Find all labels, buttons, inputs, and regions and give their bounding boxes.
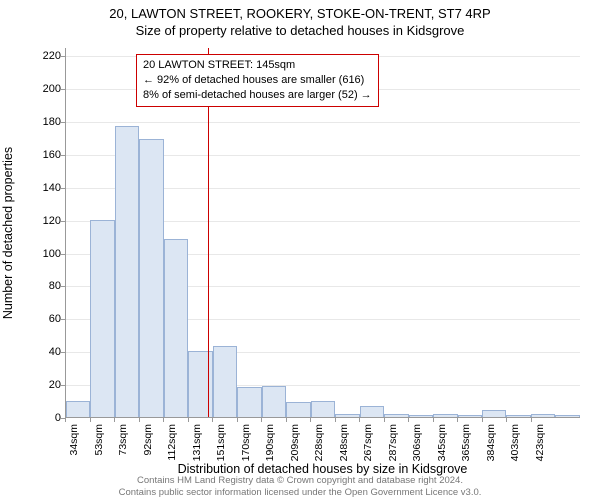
annotation-line-3: 8% of semi-detached houses are larger (5… [143,88,372,103]
x-tick-label: 112sqm [166,424,178,461]
x-tick-label: 170sqm [240,424,252,461]
x-tick-label: 73sqm [117,424,129,456]
footer-line-1: Contains HM Land Registry data © Crown c… [0,475,600,486]
annotation-line-2: ← 92% of detached houses are smaller (61… [143,73,372,88]
annotation-box: 20 LAWTON STREET: 145sqm ← 92% of detach… [136,54,379,107]
title-address: 20, LAWTON STREET, ROOKERY, STOKE-ON-TRE… [0,0,600,21]
y-tick-label: 100 [43,248,61,260]
y-tick-label: 60 [49,313,61,325]
plot-area: 20 LAWTON STREET: 145sqm ← 92% of detach… [65,48,580,418]
chart-container: 20, LAWTON STREET, ROOKERY, STOKE-ON-TRE… [0,0,600,500]
x-tick-label: 306sqm [411,424,423,461]
footer-attribution: Contains HM Land Registry data © Crown c… [0,475,600,498]
x-tick-label: 384sqm [485,424,497,461]
x-tick-label: 53sqm [93,424,105,456]
x-tick-label: 209sqm [289,424,301,461]
footer-line-2: Contains public sector information licen… [0,487,600,498]
x-tick-label: 151sqm [215,424,227,461]
x-tick-label: 34sqm [68,424,80,456]
x-tick-label: 190sqm [264,424,276,461]
y-tick-label: 200 [43,83,61,95]
y-axis-ticks: 020406080100120140160180200220 [0,48,65,418]
y-tick-label: 140 [43,182,61,194]
y-tick-label: 40 [49,346,61,358]
x-tick-label: 248sqm [338,424,350,461]
x-tick-label: 365sqm [460,424,472,461]
x-tick-label: 287sqm [387,424,399,461]
title-subtitle: Size of property relative to detached ho… [0,21,600,38]
x-tick-label: 345sqm [436,424,448,461]
x-tick-label: 228sqm [313,424,325,461]
y-tick-label: 160 [43,149,61,161]
y-tick-label: 220 [43,50,61,62]
x-tick-label: 131sqm [191,424,203,461]
x-tick-label: 403sqm [509,424,521,461]
annotation-line-1: 20 LAWTON STREET: 145sqm [143,58,372,73]
x-tick-label: 92sqm [142,424,154,456]
x-axis-label: Distribution of detached houses by size … [65,462,580,476]
y-tick-label: 80 [49,280,61,292]
x-tick-label: 267sqm [362,424,374,461]
y-tick-label: 120 [43,215,61,227]
x-axis-ticks: 34sqm 53sqm 73sqm 92sqm 112sqm 131sqm 151sqm 17… [65,418,580,468]
y-tick-label: 180 [43,116,61,128]
y-tick-label: 20 [49,379,61,391]
x-tick-label: 423sqm [534,424,546,461]
